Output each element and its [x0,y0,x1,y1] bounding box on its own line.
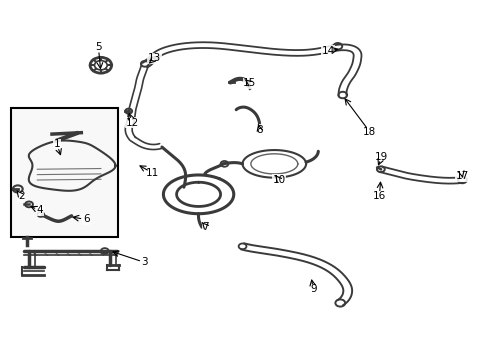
Text: 14: 14 [321,46,335,56]
Text: 16: 16 [373,191,386,201]
Text: 18: 18 [363,127,376,136]
Text: 15: 15 [243,78,256,88]
Text: 5: 5 [95,42,102,52]
Text: 6: 6 [83,215,90,224]
Text: 3: 3 [142,257,148,267]
Text: 11: 11 [146,168,159,178]
Text: 17: 17 [456,171,469,181]
Text: 7: 7 [202,222,209,231]
Bar [11,108,118,237]
Text: 2: 2 [18,191,24,201]
Text: 9: 9 [310,284,317,294]
Text: 8: 8 [256,125,263,135]
Text: 1: 1 [53,139,60,149]
Text: 10: 10 [272,175,286,185]
Text: 13: 13 [148,53,161,63]
Text: 4: 4 [36,206,43,216]
Text: 12: 12 [126,118,139,128]
Text: 19: 19 [375,152,389,162]
